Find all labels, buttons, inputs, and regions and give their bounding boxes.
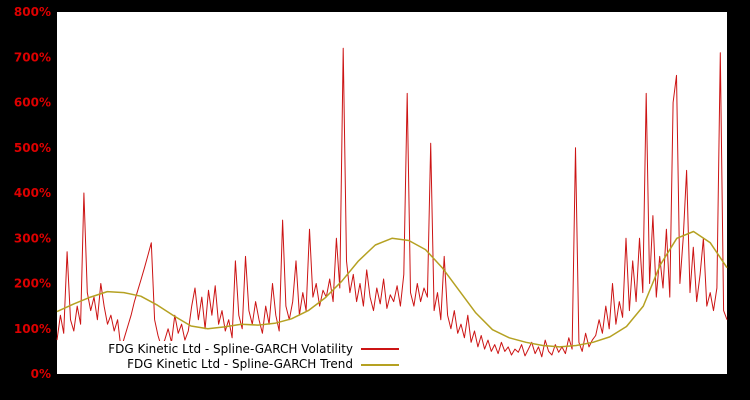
legend-line-sample-volatility [361, 348, 399, 351]
legend-label-volatility: FDG Kinetic Ltd - Spline-GARCH Volatilit… [108, 341, 353, 356]
legend-row-volatility: FDG Kinetic Ltd - Spline-GARCH Volatilit… [62, 342, 403, 357]
legend-line-sample-trend [361, 363, 399, 366]
y-axis-tick-label: 800% [14, 5, 51, 19]
y-axis-tick-label: 500% [14, 141, 51, 155]
y-axis-tick-label: 100% [14, 322, 51, 336]
legend-row-trend: FDG Kinetic Ltd - Spline-GARCH Trend [62, 357, 403, 372]
y-axis-tick-label: 400% [14, 186, 51, 200]
y-axis-tick-label: 700% [14, 50, 51, 64]
chart-legend: FDG Kinetic Ltd - Spline-GARCH Volatilit… [62, 341, 403, 373]
volatility-series-line [56, 47, 728, 358]
trend-series-line [56, 230, 728, 348]
y-axis-tick-label: 600% [14, 96, 51, 110]
legend-label-trend: FDG Kinetic Ltd - Spline-GARCH Trend [127, 357, 353, 372]
y-axis-tick-label: 0% [31, 367, 51, 381]
y-axis-tick-label: 200% [14, 277, 51, 291]
plot-area [57, 12, 727, 374]
y-axis-tick-label: 300% [14, 231, 51, 245]
